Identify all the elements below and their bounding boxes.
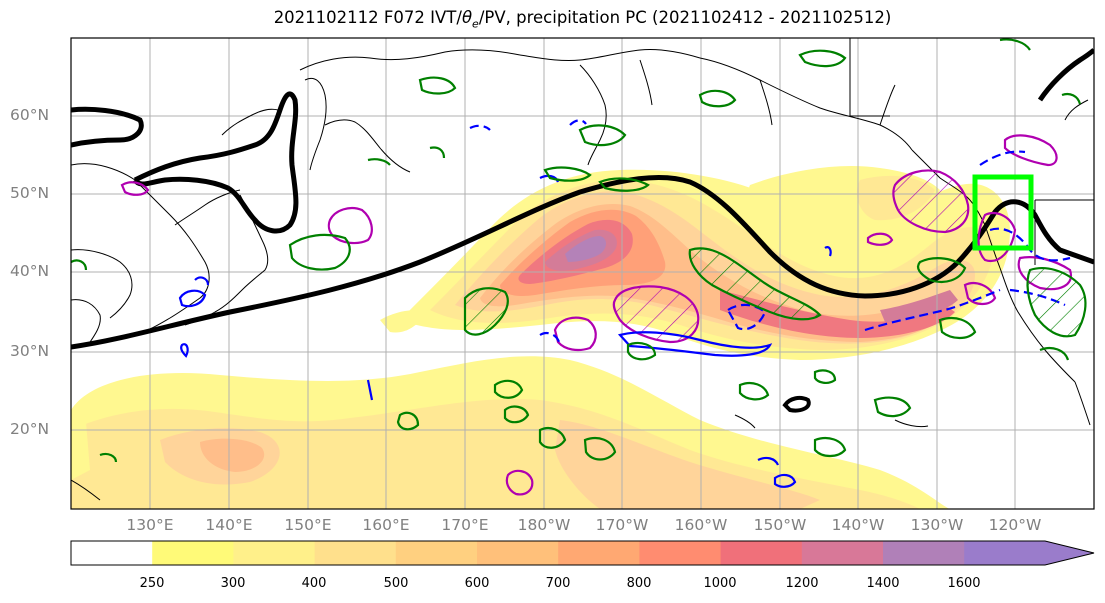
- lon-label-140w: 140°W: [831, 516, 885, 534]
- colorbar-label: 800: [626, 576, 652, 591]
- lat-label-50n: 50°N: [10, 184, 50, 202]
- colorbar-cell: [639, 541, 722, 565]
- lon-label-150e: 150°E: [284, 516, 332, 534]
- colorbar-label: 1400: [866, 576, 900, 591]
- colorbar-cell: [233, 541, 316, 565]
- colorbar-cell: [720, 541, 803, 565]
- colorbar-cell: [477, 541, 559, 565]
- colorbar-cell: [801, 541, 884, 565]
- lon-label-160e: 160°E: [362, 516, 410, 534]
- colorbar-label: 600: [464, 576, 490, 591]
- lon-label-180w: 180°W: [517, 516, 571, 534]
- colorbar-label: 1600: [947, 576, 981, 591]
- lon-label-130e: 130°E: [126, 516, 174, 534]
- colorbar-label: 1000: [703, 576, 737, 591]
- colorbar-label: 300: [220, 576, 246, 591]
- colorbar-cell: [558, 541, 640, 565]
- colorbar-cell: [314, 541, 397, 565]
- graticule: [71, 38, 1094, 509]
- colorbar-label: 250: [139, 576, 165, 591]
- lon-label-150w: 150°W: [753, 516, 807, 534]
- lon-label-160w: 160°W: [674, 516, 728, 534]
- lon-label-140e: 140°E: [205, 516, 253, 534]
- lat-label-30n: 30°N: [10, 342, 50, 360]
- lon-label-120w: 120°W: [988, 516, 1042, 534]
- lon-label-130w: 130°W: [910, 516, 964, 534]
- precip-positive-contours: [120, 134, 1073, 496]
- lat-label-40n: 40°N: [10, 262, 50, 280]
- colorbar-label: 400: [301, 576, 327, 591]
- colorbar-cell: [152, 541, 234, 565]
- theta-e-contours: [71, 38, 1087, 463]
- coastlines: [71, 38, 1094, 501]
- colorbar-cell: [883, 541, 965, 565]
- colorbar-label: 1200: [785, 576, 819, 591]
- target-region-box: [972, 174, 1034, 251]
- colorbar-label: 500: [383, 576, 409, 591]
- map-title: 2021102112 F072 IVT/θe/PV, precipitation…: [273, 8, 892, 31]
- lon-label-170e: 170°E: [441, 516, 489, 534]
- colorbar-cell: [964, 541, 1046, 565]
- lat-label-60n: 60°N: [10, 106, 50, 124]
- lon-label-170w: 170°W: [595, 516, 649, 534]
- lat-label-20n: 20°N: [10, 420, 50, 438]
- colorbar: [70, 540, 1095, 566]
- colorbar-cell: [395, 541, 478, 565]
- colorbar-cell: [71, 541, 153, 565]
- colorbar-extend-arrow: [1045, 541, 1094, 565]
- colorbar-label: 700: [545, 576, 571, 591]
- map-frame: [70, 37, 1095, 510]
